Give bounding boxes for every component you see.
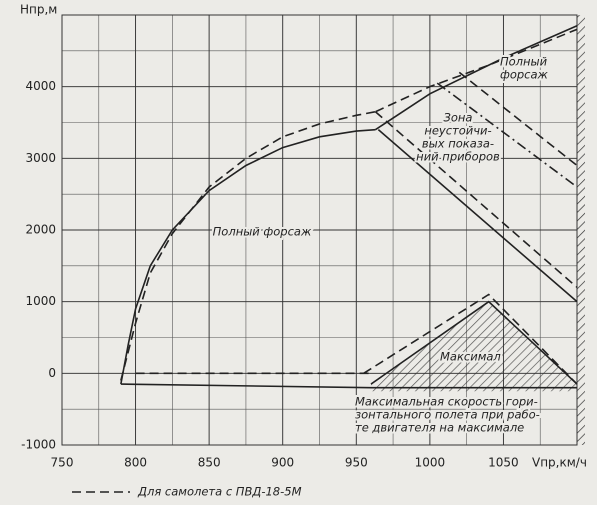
legend-label: Для самолета с ПВД-18-5М xyxy=(137,485,302,499)
annotation: вых показа- xyxy=(422,137,494,151)
annotation: ний приборов xyxy=(416,150,500,164)
annotation: неустойчи- xyxy=(424,124,491,138)
annotation: Полный форсаж xyxy=(213,225,312,239)
x-tick-label: 950 xyxy=(345,456,368,470)
y-tick-label: -1000 xyxy=(21,438,56,452)
y-tick-label: 2000 xyxy=(25,223,56,237)
series-line xyxy=(370,300,578,385)
series-line xyxy=(374,111,578,288)
x-tick-label: 1050 xyxy=(488,456,519,470)
series-line xyxy=(377,129,578,303)
series-line xyxy=(374,25,578,131)
annotation: Зона xyxy=(444,111,473,125)
annotation: зонтального полета при рабо- xyxy=(355,408,540,422)
x-tick-label: 850 xyxy=(198,456,221,470)
series-line xyxy=(363,293,578,385)
series-line xyxy=(375,28,578,113)
marks xyxy=(120,25,578,392)
series-line xyxy=(458,71,578,167)
series-line xyxy=(120,128,376,385)
annotation: Полный xyxy=(500,55,548,69)
annotation: Максимал xyxy=(440,350,501,364)
x-tick-label: 800 xyxy=(124,456,147,470)
x-tick-label: 1000 xyxy=(415,456,446,470)
annotation: Максимальная скорость гори- xyxy=(355,395,538,409)
hatch-area xyxy=(371,301,577,392)
y-tick-label: 3000 xyxy=(25,151,56,165)
series-line xyxy=(436,82,578,188)
y-tick-label: 1000 xyxy=(25,294,56,308)
y-tick-label: 4000 xyxy=(25,79,56,93)
x-tick-label: 750 xyxy=(51,456,74,470)
x-axis-label: Vпр,км/ч xyxy=(532,456,587,470)
plot-frame xyxy=(61,14,578,446)
y-axis-label: Hпр,м xyxy=(20,3,57,17)
annotation: те двигателя на максимале xyxy=(355,421,524,435)
series-line xyxy=(120,383,577,389)
y-tick-label: 0 xyxy=(48,366,56,380)
series-line xyxy=(120,110,376,381)
annotation: форсаж xyxy=(500,68,549,82)
x-tick-label: 900 xyxy=(271,456,294,470)
wall-hatch xyxy=(577,15,585,445)
